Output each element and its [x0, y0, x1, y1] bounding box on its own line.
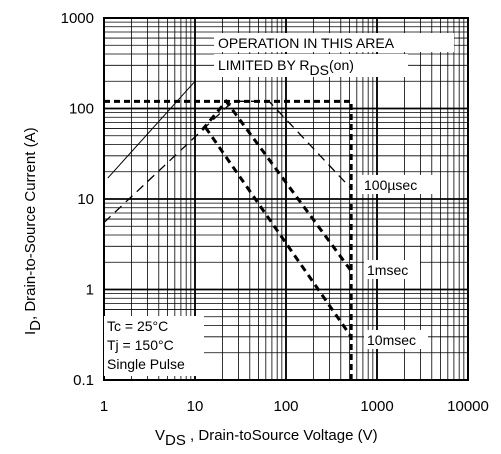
- x-tick-label: 10: [187, 398, 204, 415]
- condition-pulse: Single Pulse: [107, 356, 185, 372]
- conditions-box: Tc = 25°C Tj = 150°C Single Pulse: [104, 316, 204, 376]
- plot-frame: [103, 17, 469, 381]
- annotation-line2-rest: (on): [329, 57, 354, 73]
- condition-tj: Tj = 150°C: [107, 337, 174, 353]
- tick-labels: 1 10 100 1000 10000 0.1 1 10 100 1000: [61, 10, 489, 415]
- series-line-10msec: [204, 126, 353, 338]
- y-tick-label: 10: [77, 191, 94, 208]
- y-tick-label: 1000: [61, 10, 94, 27]
- y-axis-label-sub: D: [27, 320, 44, 331]
- series-labels: 100µsec 1msec 10msec: [361, 175, 435, 349]
- x-axis-label: VDS , Drain-toSource Voltage (V): [155, 427, 378, 449]
- y-axis-label: ID, Drain-to-Source Current (A): [22, 127, 44, 335]
- series-line-100sec: [103, 100, 352, 223]
- x-axis-label-main: V: [155, 427, 165, 444]
- y-tick-label: 1: [86, 282, 94, 299]
- x-axis-label-rest: , Drain-toSource Voltage (V): [186, 427, 378, 444]
- annotation-line2-main: LIMITED BY R: [218, 57, 310, 73]
- annotation-line1-bg: [214, 33, 454, 52]
- series-group: [103, 80, 353, 338]
- annotation-line2-sub: DS: [310, 62, 329, 78]
- x-tick-label: 1000: [360, 398, 393, 415]
- x-tick-label: 10000: [447, 398, 489, 415]
- annotation-line2-bg: [214, 54, 408, 77]
- x-tick-label: 100: [273, 398, 298, 415]
- series-label-10msec: 10msec: [367, 332, 416, 348]
- x-tick-label: 1: [100, 398, 108, 415]
- condition-tc: Tc = 25°C: [107, 318, 168, 334]
- series-label-1msec: 1msec: [367, 262, 408, 278]
- y-tick-label: 0.1: [73, 372, 94, 389]
- series-line-1msec: [201, 98, 353, 272]
- x-axis-label-sub: DS: [165, 432, 186, 449]
- y-axis-label-main: I: [22, 331, 39, 335]
- y-axis-label-rest: , Drain-to-Source Current (A): [22, 127, 39, 320]
- annotation-leader-line: [107, 80, 196, 179]
- annotation-line1: OPERATION IN THIS AREA: [218, 35, 395, 51]
- annotation-line2: LIMITED BY RDS(on): [218, 57, 354, 78]
- y-tick-label: 100: [69, 101, 94, 118]
- series-label-100usec: 100µsec: [364, 177, 417, 193]
- annotation: OPERATION IN THIS AREA LIMITED BY RDS(on…: [214, 33, 454, 78]
